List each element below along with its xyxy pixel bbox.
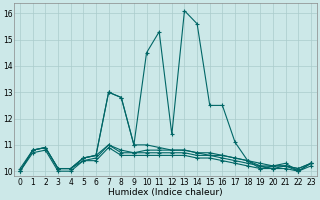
- X-axis label: Humidex (Indice chaleur): Humidex (Indice chaleur): [108, 188, 223, 197]
